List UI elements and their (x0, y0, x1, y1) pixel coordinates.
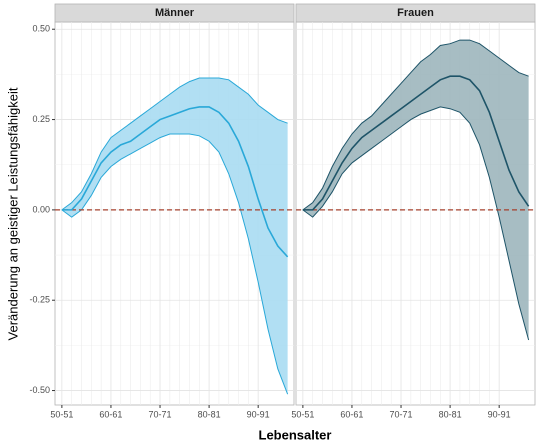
x-tick-label: 60-61 (340, 409, 363, 419)
x-tick-label: 60-61 (99, 409, 122, 419)
ribbon-upper (61, 77, 288, 211)
ribbon-lower (61, 133, 289, 395)
ribbon-upper (302, 39, 529, 211)
y-tick-label: -0.50 (29, 385, 50, 395)
y-tick-label: 0.00 (32, 204, 50, 214)
x-tick-label: 90-91 (247, 409, 270, 419)
x-tick-label: 70-71 (149, 409, 172, 419)
ribbon-lower (302, 106, 530, 341)
facet-strip (295, 3, 536, 23)
facet-title: Männer (155, 7, 195, 19)
x-tick-label: 80-81 (198, 409, 221, 419)
x-tick-label: 90-91 (488, 409, 511, 419)
x-tick-label: 70-71 (390, 409, 413, 419)
x-axis-title: Lebensalter (259, 427, 332, 442)
y-tick-label: 0.50 (32, 24, 50, 34)
ribbon-fill (61, 78, 288, 395)
y-tick-label: -0.25 (29, 295, 50, 305)
ribbon-fill (302, 40, 529, 340)
x-tick-label: 50-51 (291, 409, 314, 419)
y-tick-label: 0.25 (32, 114, 50, 124)
x-tick-label: 50-51 (50, 409, 73, 419)
line (302, 75, 530, 211)
facet-strip (54, 3, 295, 23)
y-axis-title: Veränderung an geistiger Leistungsfähigk… (5, 87, 20, 340)
x-tick-label: 80-81 (439, 409, 462, 419)
facet-title: Frauen (397, 7, 434, 19)
line (61, 106, 289, 258)
